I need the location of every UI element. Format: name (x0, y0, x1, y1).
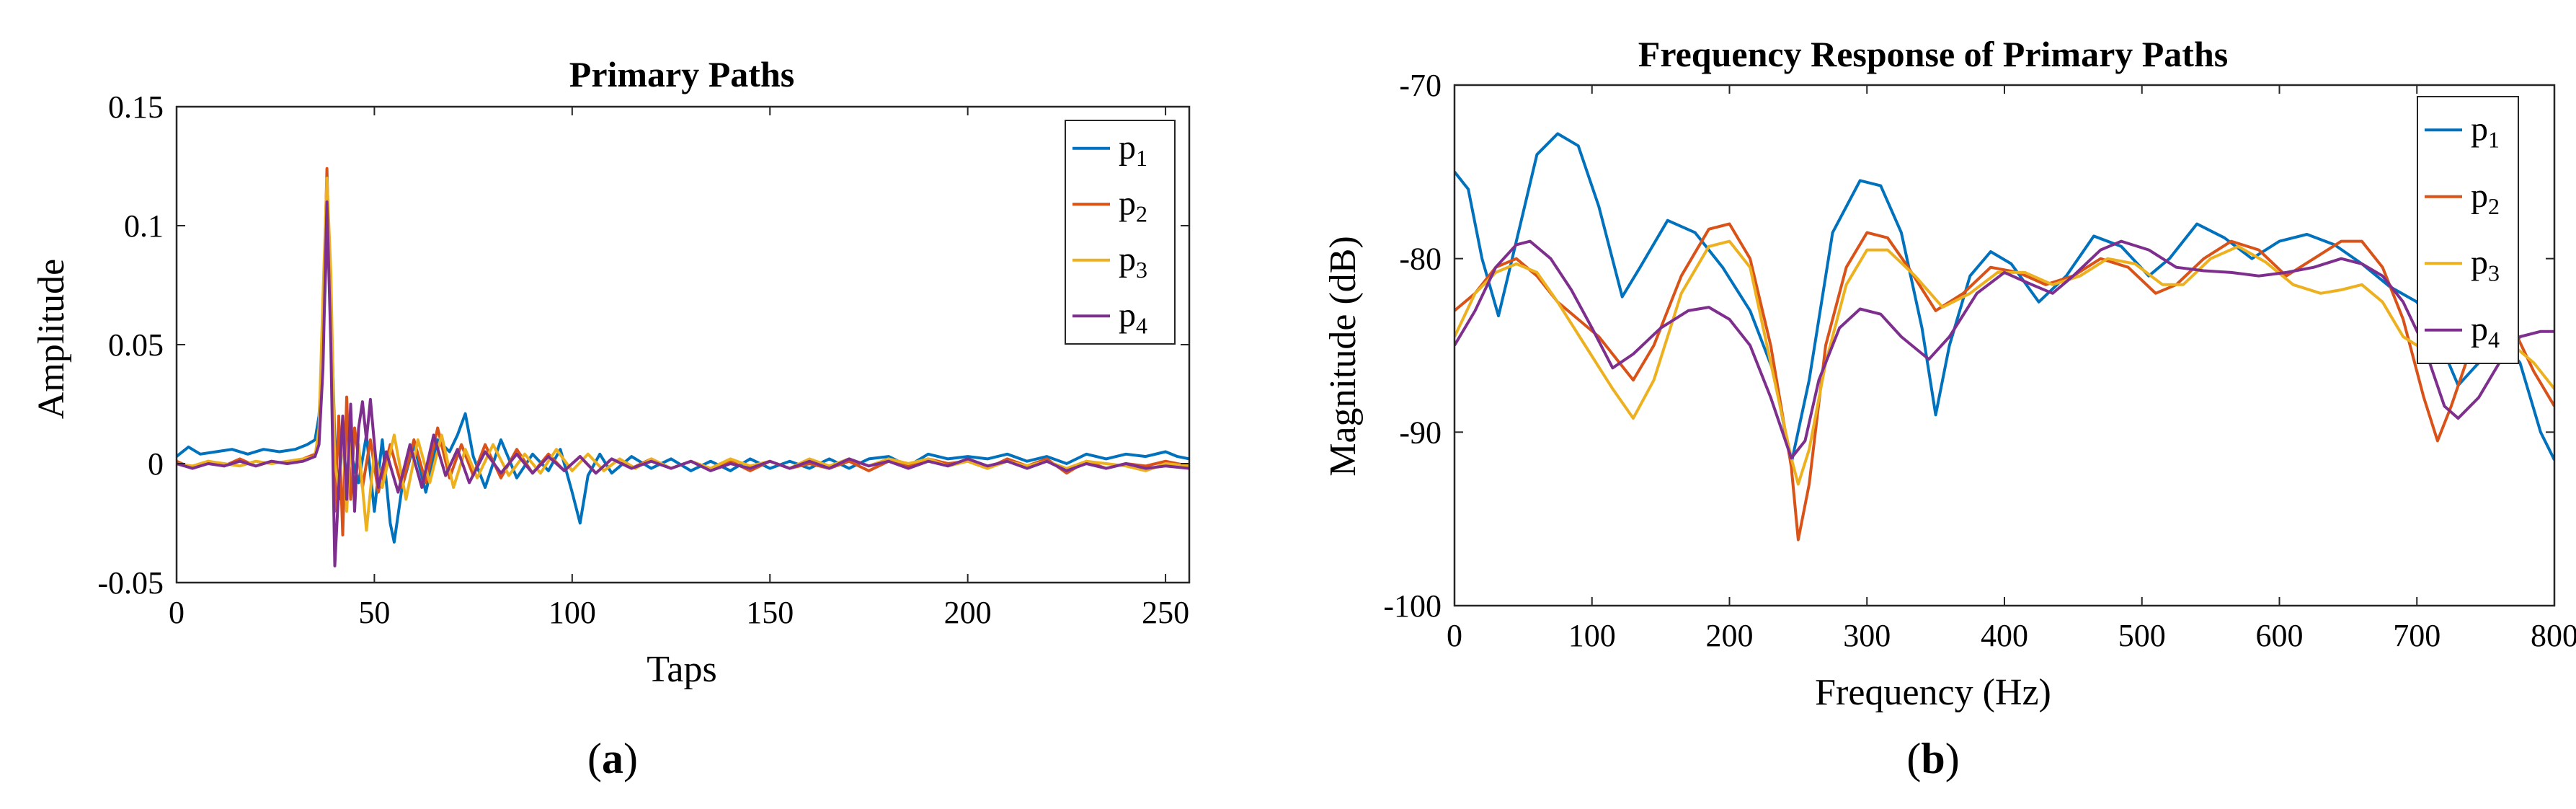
chart-a-xtick-label: 150 (746, 595, 794, 630)
chart-b-legend-label-p3: p3 (2471, 243, 2500, 286)
chart-a-xtick-label: 100 (548, 595, 596, 630)
chart-b-xtick-label: 100 (1568, 618, 1616, 653)
caption-a-letter: a (602, 735, 623, 782)
chart-b-axes-box (1453, 84, 2556, 607)
chart-b-ytick-label: -100 (1383, 588, 1442, 624)
chart-b-xtick-label: 200 (1706, 618, 1754, 653)
legend-label-subscript: 3 (2488, 260, 2500, 286)
chart-a-ytick-label: 0.05 (108, 327, 164, 363)
legend-label-subscript: 1 (2488, 126, 2500, 152)
chart-a-legend-label-p2: p2 (1119, 184, 1147, 226)
legend-label-base: p (1119, 184, 1136, 222)
chart-a-xtick-label: 0 (169, 595, 185, 630)
chart-a-legend-label-p1: p1 (1119, 128, 1147, 171)
chart-b-xtick-label: 300 (1843, 618, 1891, 653)
legend-label-subscript: 2 (2488, 193, 2500, 219)
chart-a-series-group (177, 167, 1189, 567)
legend-label-subscript: 4 (1136, 312, 1147, 338)
chart-b-legend-box (2417, 96, 2519, 364)
chart-a-title: Primary Paths (569, 54, 794, 94)
chart-b-ytick-label: -80 (1399, 242, 1442, 277)
chart-a-ytick-label: 0.15 (108, 89, 164, 125)
caption-b: (b) (1906, 735, 1959, 782)
chart-b-xtick-label: 800 (2531, 618, 2576, 653)
chart-a-xtick-label: 200 (944, 595, 992, 630)
legend-label-base: p (2471, 243, 2488, 281)
chart-b-title: Frequency Response of Primary Paths (1638, 34, 2228, 74)
chart-a-legend-label-p3: p3 (1119, 240, 1147, 283)
legend-label-subscript: 2 (1136, 200, 1147, 226)
chart-b-xtick-label: 500 (2118, 618, 2166, 653)
chart-b-xlabel: Frequency (Hz) (1815, 672, 2051, 713)
panel-b: Frequency Response of Primary Paths Magn… (1323, 34, 2576, 782)
chart-b-xtick-label: 700 (2393, 618, 2440, 653)
chart-b-series-group (1454, 132, 2554, 541)
legend-label-base: p (1119, 296, 1136, 334)
chart-b-ylabel: Magnitude (dB) (1323, 236, 1364, 477)
panel-a: Primary Paths Amplitude Taps (a) 0 50 100 1… (31, 54, 1191, 782)
chart-b-series-p3-line (1454, 239, 2554, 486)
legend-label-base: p (1119, 128, 1136, 167)
chart-b-xtick-label: 600 (2256, 618, 2304, 653)
chart-b-xtick-label: 400 (1981, 618, 2028, 653)
chart-a-ytick-label: 0 (148, 446, 164, 482)
chart-a-ylabel: Amplitude (31, 259, 72, 419)
chart-a-xtick-label: 50 (358, 595, 390, 630)
chart-a-ytick-label: -0.05 (97, 565, 164, 601)
chart-b-ytick-label: -70 (1399, 68, 1442, 103)
chart-b-legend-label-p1: p1 (2471, 110, 2500, 152)
chart-b-legend-label-p4: p4 (2471, 310, 2500, 353)
chart-a-legend-label-p4: p4 (1119, 296, 1147, 338)
legend-label-base: p (2471, 177, 2488, 215)
chart-b-series-p2-line (1454, 222, 2554, 541)
chart-b-series-p1-line (1454, 132, 2554, 465)
legend-label-subscript: 3 (1136, 257, 1147, 283)
chart-b-legend-label-p2: p2 (2471, 177, 2500, 219)
chart-a-series-p4-line (177, 200, 1189, 567)
chart-a-xtick-label: 250 (1142, 595, 1189, 630)
legend-label-subscript: 1 (1136, 145, 1147, 171)
chart-b-series-p4-line (1454, 239, 2554, 460)
legend-label-base: p (1119, 240, 1136, 278)
chart-a-legend-box (1065, 120, 1176, 345)
chart-b-ytick-label: -90 (1399, 415, 1442, 450)
chart-b-xtick-label: 0 (1447, 618, 1462, 653)
legend-label-base: p (2471, 310, 2488, 348)
caption-b-letter: b (1921, 735, 1945, 782)
caption-a: (a) (587, 735, 638, 782)
legend-label-base: p (2471, 110, 2488, 148)
chart-a-ytick-label: 0.1 (124, 208, 164, 244)
legend-label-subscript: 4 (2488, 327, 2500, 353)
chart-a-xlabel: Taps (647, 649, 716, 690)
